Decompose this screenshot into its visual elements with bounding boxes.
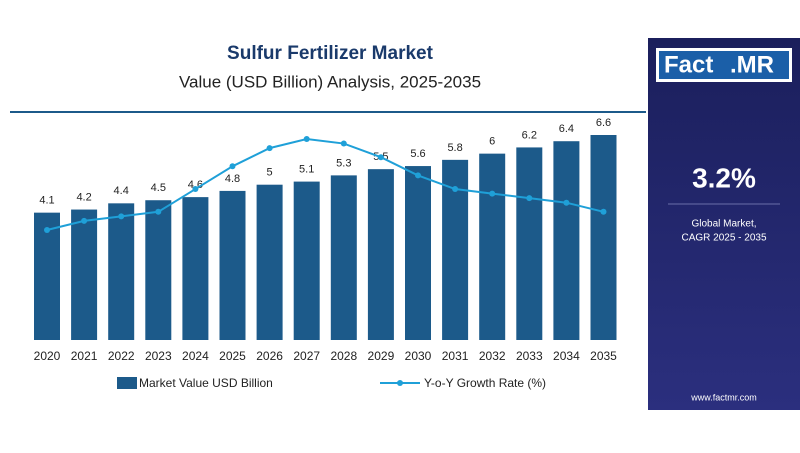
x-tick-label: 2029 [368,349,395,363]
x-tick-label: 2028 [330,349,357,363]
side-panel [648,38,800,410]
bar [516,147,543,340]
line-point [489,190,496,197]
x-tick-label: 2021 [71,349,98,363]
line-point [526,195,533,202]
line-point [192,186,199,193]
bar [182,197,209,340]
legend-swatch-point [397,380,403,386]
value-label: 6.2 [522,129,537,141]
value-label: 4.2 [76,191,91,203]
line-point [563,199,570,206]
line-point [415,172,421,179]
bar [330,175,357,340]
line-point [452,186,459,193]
line-point [118,213,125,220]
chart-title: Sulfur Fertilizer Market [227,43,434,64]
line-point [44,227,50,233]
bar [219,190,246,340]
value-label: 5.8 [447,142,462,154]
bar [145,200,172,340]
x-tick-label: 2030 [405,349,432,363]
value-label: 4.5 [151,182,166,194]
bar [256,184,283,340]
x-tick-label: 2035 [590,349,617,363]
value-label: 4.1 [39,195,54,207]
x-tick-label: 2022 [108,349,135,363]
legend-swatch [117,377,137,389]
logo-inner [659,51,789,79]
bar [590,135,617,340]
bar [479,153,506,340]
cagr-value: 3.2% [692,162,756,193]
value-label: 4.8 [225,173,240,185]
value-label: 4.4 [114,185,129,197]
bar [367,169,394,340]
legend-label: Y-o-Y Growth Rate (%) [424,376,546,390]
line-point [229,163,236,170]
line [46,137,604,231]
value-label: 5.1 [299,163,314,175]
value-label: 6.4 [559,123,574,135]
line-point [600,208,607,215]
cagr-label: Global Market, [691,219,756,230]
x-tick-label: 2020 [34,349,61,363]
line-point [81,217,88,224]
legend-label: Market Value USD Billion [139,376,273,390]
x-tick-label: 2034 [553,349,580,363]
line-point [266,145,273,152]
line-point [155,208,162,215]
logo-right: .MR [730,51,774,78]
cagr-label: CAGR 2025 - 2035 [681,233,766,244]
line-point [377,154,384,161]
bar [405,166,431,340]
logo-left: Fact [664,51,713,78]
value-label: 6 [489,136,495,148]
x-tick-label: 2024 [182,349,209,363]
bar [553,141,580,340]
x-tick-label: 2023 [145,349,172,363]
bar [34,212,60,340]
chart-subtitle: Value (USD Billion) Analysis, 2025-2035 [179,72,481,91]
value-label: 5 [267,167,273,179]
x-tick-label: 2025 [219,349,246,363]
bar [108,203,135,340]
value-label: 5.6 [410,148,425,160]
x-tick-label: 2026 [256,349,283,363]
x-tick-label: 2033 [516,349,543,363]
value-label: 5.3 [336,157,351,169]
value-label: 4.6 [188,179,203,191]
bar [293,181,320,340]
website: www.factmr.com [690,392,757,402]
bar [71,209,98,340]
line-point [340,140,347,147]
line-point [303,136,310,142]
x-tick-label: 2032 [479,349,506,363]
x-tick-label: 2031 [442,349,469,363]
x-tick-label: 2027 [293,349,320,363]
value-label: 6.6 [596,117,611,129]
